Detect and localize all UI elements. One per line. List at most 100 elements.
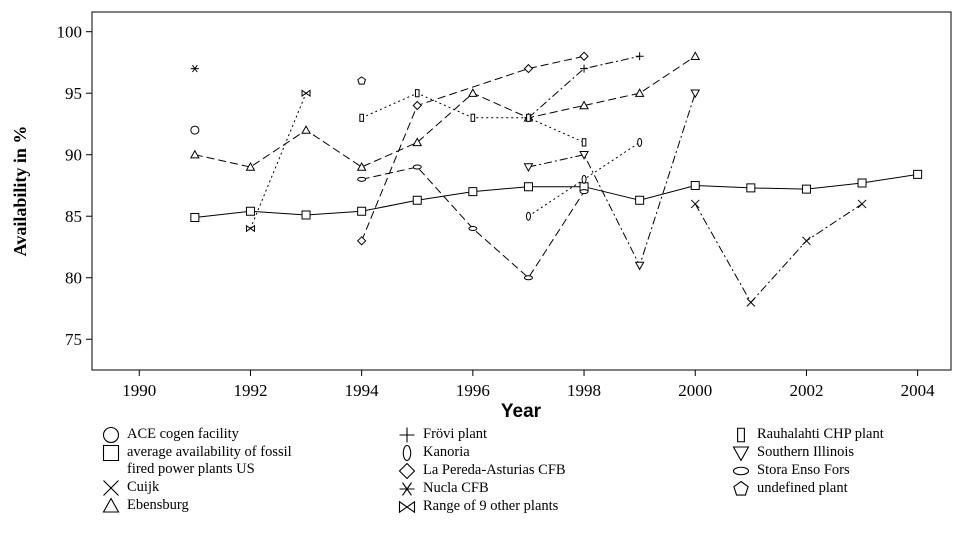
marker: [857, 199, 867, 209]
marker: [635, 52, 644, 61]
marker: [468, 88, 478, 97]
legend-entry: Cuijk: [101, 479, 296, 496]
legend-entry: Nucla CFB: [397, 480, 657, 497]
marker: [746, 183, 756, 193]
marker: [412, 100, 422, 111]
legend-icon: [103, 480, 119, 496]
marker: [245, 206, 255, 216]
legend-icon: [398, 500, 416, 514]
legend-icon: [102, 497, 120, 513]
marker: [690, 89, 701, 99]
marker: [468, 226, 478, 232]
marker: [913, 169, 923, 179]
series-line: [694, 203, 863, 304]
x-tick-label: 1994: [345, 381, 380, 400]
marker: [301, 210, 311, 220]
marker: [399, 482, 415, 496]
marker: [357, 206, 367, 216]
marker: [102, 444, 120, 461]
marker: [356, 236, 367, 246]
marker: [801, 184, 811, 194]
legend-entry: Range of 9 other plants: [397, 498, 657, 515]
plot-frame: [91, 11, 952, 371]
marker: [690, 199, 700, 209]
marker: [634, 88, 645, 97]
marker: [523, 275, 533, 281]
legend-icon: [402, 444, 412, 461]
legend-entry: average availability of fossil fired pow…: [101, 444, 296, 478]
y-tick-label: 75: [65, 330, 82, 349]
marker: [245, 224, 255, 233]
marker: [102, 497, 120, 513]
marker: [579, 51, 589, 61]
legend-entry: Rauhalahti CHP plant: [731, 426, 951, 443]
marker: [690, 180, 700, 190]
marker: [399, 427, 415, 443]
legend-entry: undefined plant: [731, 480, 951, 497]
legend-icon: [399, 482, 415, 496]
x-tick-label: 1996: [456, 381, 490, 400]
marker: [635, 195, 645, 205]
marker: [579, 151, 589, 160]
legend-entry: Stora Enso Fors: [731, 462, 951, 479]
legend-label: Southern Illinois: [757, 444, 855, 460]
series-line: [194, 55, 696, 168]
legend-label: ACE cogen facility: [127, 426, 239, 442]
chart: Availability in % Year 75 80 85 90 95 100 1990…: [10, 11, 952, 420]
marker: [733, 480, 749, 496]
legend-label: undefined plant: [757, 480, 848, 496]
legend-entry: Frövi plant: [397, 426, 657, 443]
legend-icon: [732, 446, 750, 461]
marker: [732, 466, 750, 476]
legend-entry: Ebensburg: [101, 497, 296, 514]
marker: [634, 261, 645, 271]
marker: [581, 174, 587, 184]
marker: [579, 189, 589, 195]
x-tick-label: 2002: [789, 381, 823, 400]
x-tick-label: 1990: [122, 381, 156, 400]
marker: [190, 212, 200, 222]
legend-icon: [399, 427, 415, 443]
series-line: [528, 93, 696, 267]
legend-label: Frövi plant: [423, 426, 488, 442]
x-tick-label: 1998: [567, 381, 601, 400]
marker: [356, 161, 367, 171]
marker: [412, 195, 422, 205]
marker: [802, 236, 811, 246]
legend-column: Frövi plant Kanoria La Pereda-Asturias CFB…: [397, 426, 657, 515]
legend-label: Ebensburg: [127, 497, 189, 513]
legend-icon: [102, 426, 120, 443]
series-line: [361, 166, 585, 279]
series-line: [528, 55, 640, 119]
legend-icon: [737, 427, 745, 443]
marker: [412, 164, 422, 170]
x-tick-label: 2000: [678, 381, 712, 400]
marker: [523, 63, 534, 74]
marker: [190, 149, 200, 159]
legend-label: Range of 9 other plants: [423, 498, 559, 514]
marker: [468, 187, 478, 197]
legend-entry: ACE cogen facility: [101, 426, 296, 443]
marker: [301, 89, 311, 97]
legend-entry: La Pereda-Asturias CFB: [397, 462, 657, 479]
legend-entry: Kanoria: [397, 444, 657, 461]
y-tick-label: 85: [65, 207, 82, 226]
marker: [414, 89, 420, 98]
marker: [737, 427, 745, 443]
x-axis-label: Year: [501, 401, 542, 420]
marker: [690, 51, 701, 60]
legend-label: La Pereda-Asturias CFB: [423, 462, 566, 478]
marker: [525, 211, 531, 221]
marker: [746, 297, 756, 307]
y-axis-label: Availability in %: [10, 126, 30, 257]
marker: [526, 113, 531, 122]
legend-column: Rauhalahti CHP plant Southern Illinois Sto…: [731, 426, 951, 497]
marker: [412, 137, 423, 147]
marker: [190, 125, 200, 135]
marker: [581, 138, 587, 147]
legend-label: Nucla CFB: [423, 480, 489, 496]
marker: [357, 76, 367, 85]
x-tick-label: 2004: [901, 381, 936, 400]
legend-icon: [733, 480, 749, 496]
